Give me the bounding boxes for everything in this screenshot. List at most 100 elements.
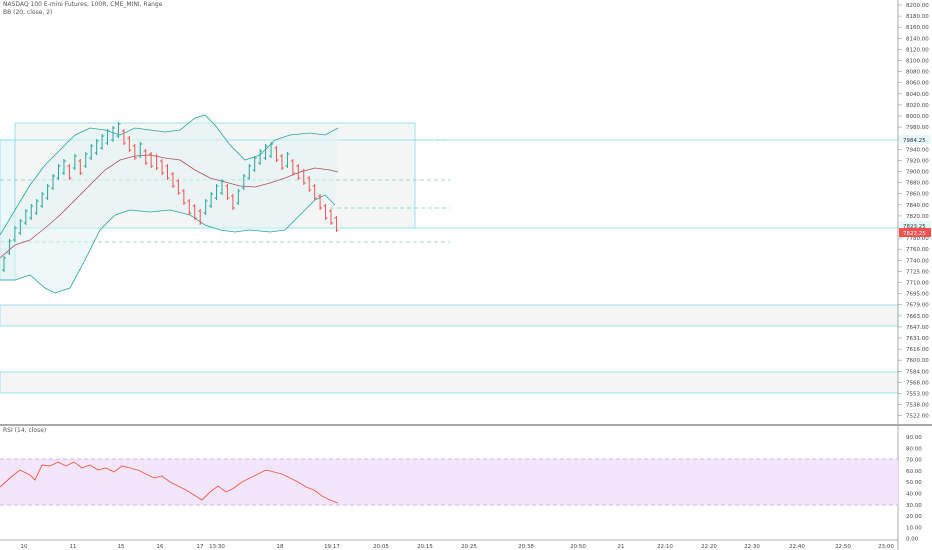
time-axis-label: 22:30 (744, 544, 760, 550)
price-bar (247, 164, 252, 180)
price-bar (301, 169, 306, 185)
price-bar (263, 144, 268, 160)
bollinger-legend[interactable]: BB (20, close, 2) (3, 9, 53, 16)
price-bar (2, 256, 6, 272)
price-bar (127, 136, 132, 152)
price-bar (143, 149, 148, 165)
rsi-axis-label: 0.00 (906, 537, 919, 543)
rsi-axis-label: 50.00 (906, 480, 922, 486)
price-bar (78, 159, 83, 175)
price-bar (192, 204, 197, 220)
price-axis-label: 8160.00 (906, 25, 929, 31)
price-bar (318, 194, 323, 210)
price-bar (230, 194, 235, 210)
price-axis-label: 7760.00 (906, 247, 929, 253)
price-bar (312, 184, 317, 200)
time-axis-label: 22:50 (835, 544, 851, 550)
time-axis-label: 13:30 (209, 544, 225, 550)
rsi-axis-label: 20.00 (906, 514, 922, 520)
price-axis-label: 7647.00 (906, 325, 929, 331)
price-axis-label: 7522.00 (906, 414, 929, 420)
price-bar (149, 152, 154, 168)
price-bar (203, 199, 208, 215)
price-bar (67, 164, 72, 180)
price-bar (100, 134, 105, 150)
price-bar (176, 179, 181, 195)
rsi-axis-label: 90.00 (906, 435, 922, 441)
time-axis-label: 18 (277, 544, 284, 550)
support-zone-lower (0, 371, 899, 394)
price-axis-label: 7980.00 (906, 125, 929, 131)
price-bar (323, 204, 328, 220)
support-zone-upper (0, 304, 899, 327)
price-bar (269, 142, 274, 158)
price-bar (279, 154, 284, 170)
price-axis-label: 7631.00 (906, 336, 929, 342)
time-axis-label: 16 (157, 544, 164, 550)
price-axis-label: 8180.00 (906, 14, 929, 20)
price-bar (209, 192, 214, 208)
price-bar (12, 226, 17, 242)
price-bar (51, 174, 56, 190)
time-axis-label: 10 (21, 544, 28, 550)
price-tag-label: 7984.25 (903, 138, 926, 144)
price-axis-label: 7780.00 (906, 236, 929, 242)
chart-symbol-title[interactable]: NASDAQ 100 E-mini Futures, 100R, CME_MIN… (3, 1, 163, 8)
price-tag-bg (899, 135, 931, 144)
price-bar (165, 164, 170, 180)
bollinger-fill (0, 115, 338, 293)
rsi-line (0, 461, 339, 504)
time-axis-label: 20:25 (461, 544, 477, 550)
price-bar (187, 199, 192, 215)
price-axis-label: 7663.00 (906, 314, 929, 320)
price-axis-label: 7880.00 (906, 181, 929, 187)
price-bar (274, 146, 279, 162)
price-bar (111, 126, 115, 142)
rsi-legend[interactable]: RSI (14, close) (3, 427, 47, 434)
time-axis-label: 21 (618, 544, 625, 550)
price-bar (296, 164, 301, 180)
price-tag-bg (899, 228, 931, 237)
price-bar (45, 184, 50, 200)
price-bar (29, 204, 34, 220)
price-bar (138, 142, 143, 158)
price-tag-label: 7822.25 (903, 231, 926, 237)
price-bar (198, 209, 203, 225)
price-bar (154, 154, 159, 170)
price-axis-label: 8120.00 (906, 47, 929, 53)
price-axis-label: 7820.00 (906, 214, 929, 220)
price-bar (236, 189, 241, 205)
price-axis-label: 7584.00 (906, 369, 929, 375)
price-axis-label: 7740.00 (906, 258, 929, 264)
price-bar (220, 179, 224, 195)
price-bar (23, 209, 28, 225)
price-bar (285, 152, 290, 168)
bollinger-upper-band (0, 114, 339, 236)
rsi-axis-label: 40.00 (906, 492, 922, 498)
price-axis-label: 7860.00 (906, 192, 929, 198)
price-bar (94, 139, 99, 155)
price-bar (83, 152, 88, 168)
price-axis-label: 7538.00 (906, 403, 929, 409)
time-axis-label: 20:50 (570, 544, 586, 550)
price-bar (7, 239, 12, 255)
price-axis-label: 7568.00 (906, 380, 929, 386)
price-bar (252, 156, 257, 172)
price-bar (121, 129, 126, 145)
time-axis-label: 22:10 (657, 544, 673, 550)
price-bar (56, 164, 61, 180)
rsi-axis-label: 30.00 (906, 503, 922, 509)
bollinger-basis (0, 154, 339, 259)
price-bar (241, 174, 246, 190)
time-axis-label: 17 (197, 544, 204, 550)
price-bar (214, 184, 219, 200)
price-bar (307, 176, 312, 192)
time-axis-label: 15 (118, 544, 125, 550)
price-axis-label: 7725.00 (906, 269, 929, 275)
time-axis-label: 20:15 (417, 544, 433, 550)
time-axis-label: 11 (70, 544, 77, 550)
price-axis-label: 7900.00 (906, 170, 929, 176)
rsi-axis-label: 80.00 (906, 446, 922, 452)
price-bar (258, 149, 263, 165)
